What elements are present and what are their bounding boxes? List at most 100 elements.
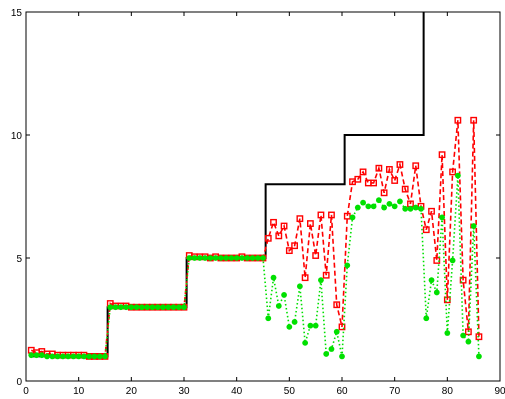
- series-2-point-79: [438, 151, 446, 159]
- series-3-point-25: [154, 304, 161, 311]
- series-3-point-3: [38, 352, 45, 359]
- series-2-point-86: [475, 333, 483, 341]
- series-2-point-59: [333, 301, 341, 309]
- series-3-point-61: [344, 262, 351, 269]
- series-3-point-42: [244, 255, 251, 261]
- x-tick-label: 70: [389, 386, 401, 397]
- series-3-point-66: [370, 203, 377, 210]
- series-3-point-67: [375, 197, 382, 204]
- series-2-point-78: [433, 257, 441, 264]
- series-3-point-82: [454, 172, 461, 179]
- series-3-point-70: [391, 203, 398, 210]
- x-tick-label: 50: [284, 386, 296, 397]
- series-3-point-64: [360, 199, 366, 206]
- series-2-point-77: [428, 207, 435, 215]
- series-3-point-76: [423, 315, 430, 322]
- series-3-point-49: [281, 292, 287, 298]
- series-2-point-48: [275, 232, 283, 240]
- series-2-point-70: [391, 177, 399, 184]
- series-2-point-60: [338, 323, 346, 331]
- series-3-point-52: [296, 283, 303, 290]
- series-2-point-63: [354, 175, 362, 183]
- series-3-point-79: [439, 214, 445, 221]
- series-2-point-74: [412, 162, 420, 170]
- series-3-point-28: [170, 304, 177, 311]
- series-3-point-11: [81, 353, 87, 360]
- series-3-point-31: [186, 255, 193, 261]
- series-3-point-35: [207, 255, 214, 261]
- x-tick-label: 60: [336, 386, 348, 397]
- series-3-point-84: [465, 338, 472, 345]
- series-3-point-63: [354, 204, 361, 211]
- series-3-point-27: [165, 304, 172, 311]
- series-3-point-2: [33, 352, 40, 359]
- series-3-point-44: [254, 255, 261, 261]
- series-3-point-71: [397, 198, 403, 205]
- series-3-point-43: [249, 255, 256, 261]
- series-3-point-46: [265, 315, 272, 322]
- series-3-point-56: [318, 277, 324, 284]
- series-3-point-37: [217, 255, 224, 261]
- plot-frame: [25, 11, 501, 382]
- series-3-point-13: [91, 353, 98, 360]
- series-3-point-21: [133, 304, 140, 311]
- series-3-point-6: [54, 353, 61, 360]
- series-3-point-81: [449, 257, 456, 264]
- series-2-point-55: [312, 252, 320, 259]
- series-3-point-19: [123, 304, 129, 311]
- series-3-point-59: [333, 328, 340, 335]
- series-2-point-52: [296, 215, 304, 223]
- series-2-point-57: [322, 271, 330, 279]
- series-3-point-9: [70, 353, 77, 360]
- series-2-point-85: [470, 116, 478, 124]
- series-2-point-71: [396, 161, 404, 168]
- series-3-point-16: [107, 304, 114, 311]
- series-2-point-67: [375, 164, 383, 172]
- series-3-point-15: [102, 353, 108, 360]
- series-layer: [27, 12, 483, 360]
- series-2-point-76: [422, 226, 430, 234]
- series-3-point-17: [112, 304, 119, 311]
- series-3-point-68: [381, 204, 388, 211]
- series-2-point-50: [285, 247, 293, 255]
- y-tick-label: 15: [11, 8, 23, 19]
- series-3-point-53: [302, 339, 309, 346]
- series-2-point-47: [270, 218, 277, 226]
- series-3-point-78: [433, 289, 440, 296]
- series-3-point-38: [223, 255, 230, 261]
- series-3-point-26: [160, 304, 166, 311]
- series-3-point-77: [428, 277, 435, 284]
- series-2-point-66: [370, 179, 377, 187]
- series-2-point-80: [443, 296, 451, 304]
- x-tick-label: 80: [442, 386, 454, 397]
- series-3-point-18: [117, 304, 124, 311]
- series-3-point-5: [49, 353, 56, 360]
- series-2-point-72: [401, 185, 409, 193]
- series-3-point-58: [328, 346, 335, 352]
- series-3-point-73: [407, 205, 414, 212]
- series-3: [28, 172, 482, 360]
- series-3-point-12: [86, 353, 93, 360]
- series-2-point-82: [454, 116, 462, 124]
- series-2-point-83: [459, 276, 467, 284]
- series-3-point-45: [260, 255, 266, 261]
- x-tick-label: 90: [494, 386, 505, 397]
- series-3-point-47: [270, 274, 277, 281]
- series-3-point-8: [65, 353, 72, 360]
- x-tick-label: 20: [126, 386, 138, 397]
- series-3-point-57: [323, 351, 330, 357]
- series-3-point-39: [228, 255, 235, 261]
- series-3-point-62: [349, 214, 356, 221]
- series-3-point-1: [28, 352, 35, 359]
- series-3-point-65: [365, 203, 372, 210]
- series-3-point-55: [312, 322, 319, 329]
- series-2-point-51: [291, 242, 298, 250]
- series-2-point-64: [359, 168, 367, 176]
- series-3-point-72: [402, 205, 409, 212]
- series-2-point-46: [264, 234, 272, 242]
- series-3-point-24: [149, 304, 156, 311]
- x-tick-label: 10: [73, 386, 85, 397]
- series-3-point-41: [239, 255, 245, 261]
- series-2-point-54: [307, 220, 314, 227]
- series-3-point-74: [412, 204, 419, 211]
